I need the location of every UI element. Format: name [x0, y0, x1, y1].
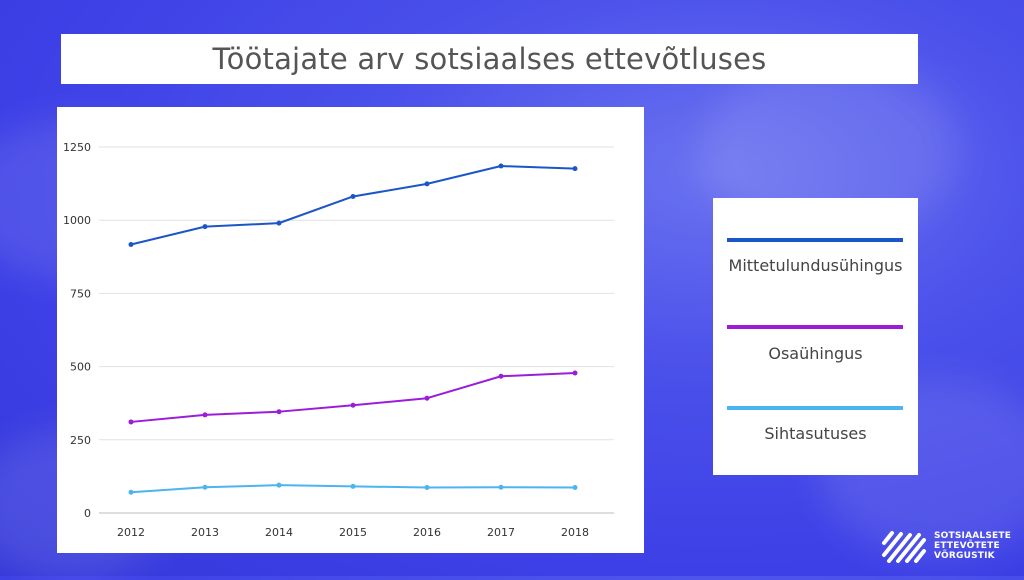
- x-tick-label: 2016: [413, 526, 441, 539]
- data-point: [276, 482, 282, 488]
- data-point: [202, 412, 208, 418]
- x-tick-label: 2012: [117, 526, 145, 539]
- legend-line-sihtasutuses: [727, 406, 903, 410]
- data-point: [276, 409, 282, 415]
- title-banner: Töötajate arv sotsiaalses ettevõtluses: [61, 34, 918, 84]
- chart-svg: 0 250 500 750 1000 1250 2012 2013 2014 2015 2016 20…: [63, 141, 614, 539]
- chart-title: Töötajate arv sotsiaalses ettevõtluses: [212, 42, 767, 76]
- data-point: [424, 395, 430, 401]
- y-tick-label: 500: [70, 361, 91, 374]
- social-enterprise-network-logo-icon: [882, 531, 926, 563]
- y-tick-label: 750: [70, 287, 91, 300]
- data-point: [202, 484, 208, 490]
- data-point: [498, 373, 504, 379]
- legend-label-sihtasutuses: Sihtasutuses: [764, 424, 867, 443]
- x-tick-label: 2013: [191, 526, 219, 539]
- logo-text-line: SOTSIAALSETE: [934, 531, 1012, 541]
- data-point: [572, 485, 578, 491]
- y-tick-label: 250: [70, 434, 91, 447]
- data-point: [350, 402, 356, 408]
- legend-label-osauhingus: Osaühingus: [768, 344, 863, 363]
- data-point: [128, 489, 134, 495]
- logo-text-line: VÕRGUSTIK: [934, 551, 995, 561]
- data-point: [424, 181, 430, 187]
- data-point: [572, 166, 578, 172]
- data-point: [350, 483, 356, 489]
- x-tick-label: 2017: [487, 526, 515, 539]
- x-tick-label: 2015: [339, 526, 367, 539]
- y-tick-label: 1000: [63, 214, 91, 227]
- y-tick-label: 1250: [63, 141, 91, 154]
- data-point: [498, 484, 504, 490]
- legend-line-osauhingus: [727, 325, 903, 329]
- data-point: [128, 242, 134, 248]
- data-point: [424, 485, 430, 491]
- x-tick-label: 2018: [561, 526, 589, 539]
- x-tick-label: 2014: [265, 526, 293, 539]
- data-point: [128, 419, 134, 425]
- data-point: [350, 193, 356, 199]
- data-point: [498, 163, 504, 169]
- legend-label-mittetulundusuhingus: Mittetulundusühingus: [728, 256, 903, 275]
- line-chart: 0 250 500 750 1000 1250 2012 2013 2014 2015 2016 20…: [57, 107, 644, 553]
- series-line: [130, 165, 576, 246]
- logo-text-line: ETTEVÕTETE: [934, 541, 1000, 551]
- legend-line-mittetulundusuhingus: [727, 238, 903, 242]
- data-point: [276, 220, 282, 226]
- series-line: [130, 372, 576, 423]
- legend: Mittetulundusühingus Osaühingus Sihtasut…: [713, 198, 918, 475]
- data-point: [572, 370, 578, 376]
- logo-text: SOTSIAALSETE ETTEVÕTETE VÕRGUSTIK: [934, 531, 1011, 561]
- data-point: [202, 224, 208, 230]
- y-tick-label: 0: [84, 507, 91, 520]
